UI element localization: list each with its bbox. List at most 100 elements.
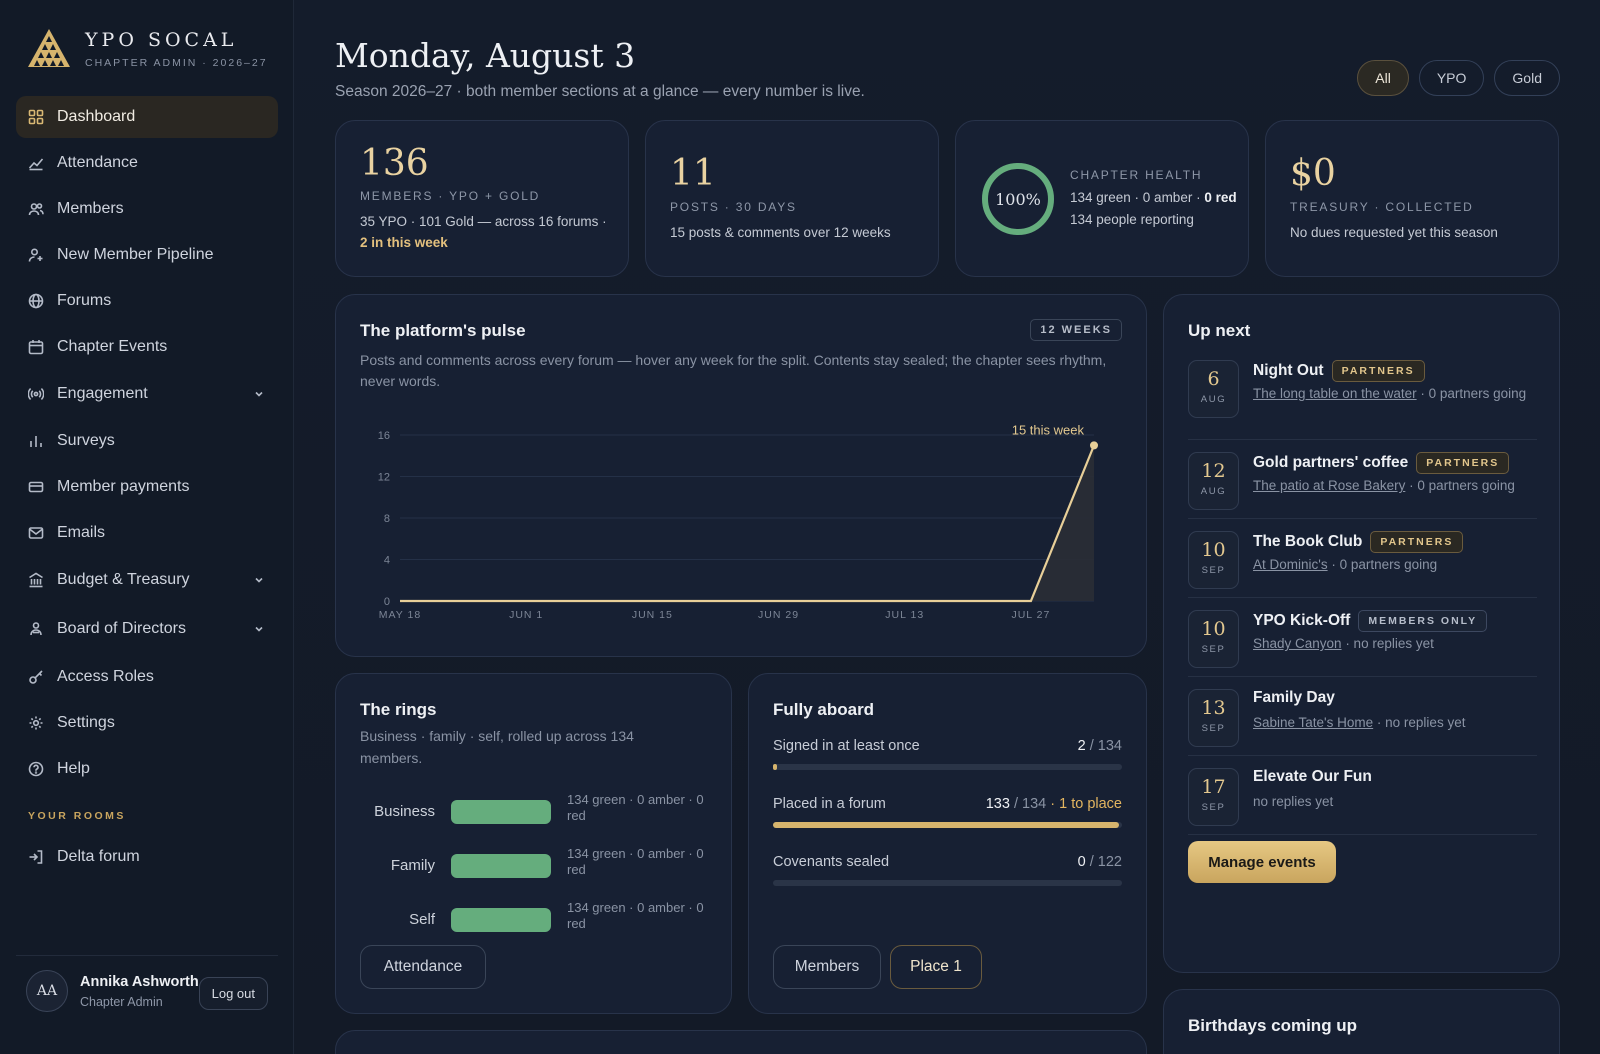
sidebar-item-help[interactable]: Help — [16, 748, 278, 790]
sidebar-item-members[interactable]: Members — [16, 188, 278, 230]
calendar-icon — [28, 340, 44, 355]
manage-events-button[interactable]: Manage events — [1188, 841, 1336, 883]
event-details: The long table on the water · 0 partners… — [1253, 384, 1537, 404]
filter-gold-button[interactable]: Gold — [1494, 60, 1560, 96]
series-area — [400, 445, 1094, 601]
board-icon — [30, 622, 42, 636]
event-month: SEP — [1201, 565, 1226, 576]
event-date: 12 AUG — [1188, 452, 1239, 510]
data-point — [1090, 441, 1098, 450]
event-tag: PARTNERS — [1416, 452, 1510, 474]
health-ring-graphic — [982, 163, 1054, 235]
ring-label: Family — [390, 857, 435, 874]
chevron-down-icon[interactable] — [254, 575, 264, 585]
event-month: SEP — [1201, 802, 1226, 813]
brand-name: YPO SOCAL — [85, 29, 238, 51]
sidebar-item-surveys[interactable]: Surveys — [16, 420, 278, 462]
ring-row-self[interactable]: Self 134 green · 0 amber · 0 red — [360, 900, 710, 940]
pulse-chart[interactable]: 0 4 8 12 16 MAY 18 JUN 1 JUN 15 JUN 29 JUL 13 JUL … — [336, 295, 1148, 658]
chevron-down-icon[interactable] — [254, 624, 264, 634]
sidebar-item-engagement[interactable]: Engagement — [16, 373, 278, 415]
event-location-link[interactable]: The long table on the water — [1253, 386, 1417, 401]
sidebar-item-access-roles[interactable]: Access Roles — [16, 656, 278, 698]
ring-label: Business — [374, 803, 435, 820]
event-item[interactable]: 17 SEP Elevate Our Fun no replies yet — [1188, 768, 1537, 835]
sidebar-item-label: Engagement — [57, 385, 148, 402]
brand[interactable]: YPO SOCAL CHAPTER ADMIN · 2026–27 — [26, 27, 268, 69]
door-icon — [29, 850, 43, 864]
event-month: AUG — [1200, 486, 1227, 497]
sidebar-item-label: Budget & Treasury — [57, 571, 190, 588]
members-breakdown: 35 YPO · 101 Gold — across 16 forums · — [360, 214, 607, 229]
members-stat-card[interactable]: 136 MEMBERS · YPO + GOLD 35 YPO · 101 Go… — [335, 120, 629, 277]
event-name: The Book Club PARTNERS — [1253, 531, 1464, 553]
sidebar-item-new-member-pipeline[interactable]: New Member Pipeline — [16, 234, 278, 276]
aboard-row-signed-in: Signed in at least once 2 / 134 — [773, 738, 1122, 770]
members-button[interactable]: Members — [773, 945, 881, 989]
filter-ypo-button[interactable]: YPO — [1418, 60, 1485, 96]
sidebar-item-label: Forums — [57, 292, 112, 309]
sidebar: YPO SOCAL CHAPTER ADMIN · 2026–27 Dashbo… — [0, 0, 294, 1054]
pulse-card: The platform's pulse 12 WEEKS Posts and … — [335, 294, 1147, 657]
event-date: 6 AUG — [1188, 360, 1239, 418]
sidebar-item-member-payments[interactable]: Member payments — [16, 466, 278, 508]
treasury-label: TREASURY · COLLECTED — [1290, 200, 1474, 214]
logout-button[interactable]: Log out — [198, 977, 268, 1010]
sidebar-item-board-of-directors[interactable]: Board of Directors — [16, 608, 278, 650]
event-item[interactable]: 6 AUG Night Out PARTNERS The long table on… — [1188, 360, 1537, 440]
event-day: 12 — [1201, 460, 1226, 482]
sidebar-item-attendance[interactable]: Attendance — [16, 142, 278, 184]
series-line — [400, 444, 1096, 603]
sidebar-item-emails[interactable]: Emails — [16, 512, 278, 554]
rings-card: The rings Business · family · self, roll… — [335, 673, 732, 1014]
event-day: 6 — [1207, 368, 1220, 390]
event-location-link[interactable]: Sabine Tate's Home — [1253, 715, 1374, 730]
bar-chart-icon — [30, 436, 42, 447]
ring-row-business[interactable]: Business 134 green · 0 amber · 0 red — [360, 792, 710, 832]
event-date: 13 SEP — [1188, 689, 1239, 747]
sidebar-item-dashboard[interactable]: Dashboard — [16, 96, 278, 138]
place-button[interactable]: Place 1 — [890, 945, 982, 989]
health-desc: 134 green · 0 amber · 0 red — [1070, 187, 1248, 208]
sidebar-item-forums[interactable]: Forums — [16, 280, 278, 322]
health-ring-arc — [982, 163, 1054, 235]
event-rsvp: · 0 partners going — [1405, 478, 1515, 493]
event-name-text: Gold partners' coffee — [1253, 454, 1409, 471]
event-location-link[interactable]: At Dominic's — [1253, 557, 1328, 572]
sidebar-item-budget-treasury[interactable]: Budget & Treasury — [16, 559, 278, 601]
key-icon — [29, 670, 43, 684]
chevron-down-icon[interactable] — [254, 389, 264, 399]
sidebar-item-label: Board of Directors — [57, 620, 186, 637]
gear-icon — [29, 716, 43, 730]
sidebar-item-chapter-events[interactable]: Chapter Events — [16, 326, 278, 368]
sidebar-item-label: Members — [57, 200, 124, 217]
health-stat-card[interactable]: 100% CHAPTER HEALTH 134 green · 0 amber … — [955, 120, 1249, 277]
user-plus-icon — [28, 248, 43, 262]
rings-desc: Business · family · self, rolled up acro… — [360, 728, 634, 766]
event-location-link[interactable]: Shady Canyon — [1253, 636, 1342, 651]
progress-fill — [773, 764, 777, 770]
sidebar-item-delta-forum[interactable]: Delta forum — [16, 836, 278, 878]
filter-all-button[interactable]: All — [1357, 60, 1409, 96]
ring-row-family[interactable]: Family 134 green · 0 amber · 0 red — [360, 846, 710, 886]
pulse-title: The platform's pulse — [360, 321, 526, 340]
rings-title: The rings — [360, 700, 437, 719]
event-rsvp: · no replies yet — [1341, 636, 1434, 651]
posts-label: POSTS · 30 DAYS — [670, 200, 797, 214]
posts-stat-card[interactable]: 11 POSTS · 30 DAYS 15 posts & comments o… — [645, 120, 939, 277]
sidebar-item-settings[interactable]: Settings — [16, 702, 278, 744]
event-item[interactable]: 12 AUG Gold partners' coffee PARTNERS The … — [1188, 452, 1537, 519]
attendance-button[interactable]: Attendance — [360, 945, 486, 989]
treasury-stat-card[interactable]: $0 TREASURY · COLLECTED No dues requeste… — [1265, 120, 1559, 277]
sidebar-item-label: Dashboard — [57, 108, 136, 125]
event-item[interactable]: 10 SEP The Book Club PARTNERS At Dominic's… — [1188, 531, 1537, 598]
avatar[interactable]: AA — [26, 970, 68, 1012]
event-item[interactable]: 10 SEP YPO Kick-Off MEMBERS ONLY Shady Can… — [1188, 610, 1537, 677]
bank-icon — [29, 572, 43, 588]
pulse-desc: Posts and comments across every forum — … — [360, 352, 1107, 389]
mail-icon — [28, 527, 44, 539]
rooms-heading: YOUR ROOMS — [28, 810, 126, 822]
event-location-link[interactable]: The patio at Rose Bakery — [1253, 478, 1406, 493]
event-item[interactable]: 13 SEP Family Day Sabine Tate's Home · no… — [1188, 689, 1537, 756]
y-tick-label: 4 — [384, 555, 390, 567]
